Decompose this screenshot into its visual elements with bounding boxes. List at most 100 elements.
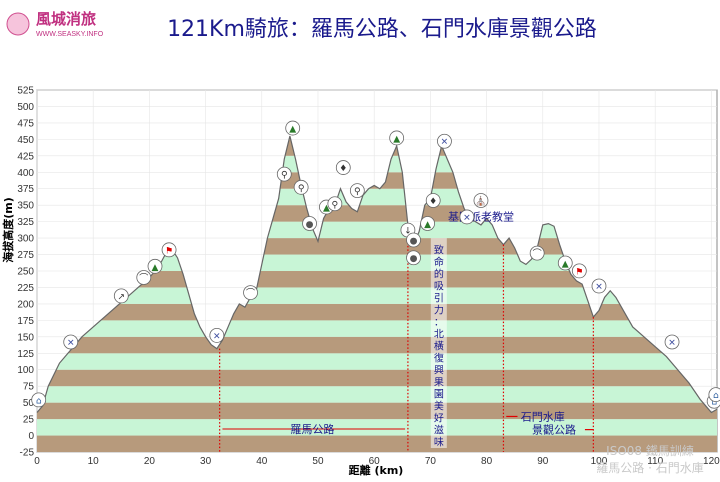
y-tick-label: 500 [17,102,34,113]
y-tick-label: 450 [17,135,34,146]
marker-circle [473,193,489,208]
marker-glyph: ⚑ [165,246,173,256]
marker-circle [293,179,309,195]
cross-icon: ✕ [63,334,79,350]
elevation-band [37,386,717,403]
bridge-icon: ⌒ [136,270,152,285]
marker-circle [335,160,351,175]
marker-circle [349,183,365,199]
marker-glyph: ⚲ [298,184,305,194]
watermark: ISO08 鐵馬訓練 羅馬公路 · 石門水庫 [596,443,703,475]
vertical-note-char: 味 [434,437,444,449]
peak-icon: ▲ [285,120,301,136]
marker-glyph: ⌂ [36,396,42,406]
walker-icon: ♦ [425,193,441,208]
marker-circle [63,334,79,350]
marker-circle [557,255,573,271]
marker-circle [327,196,343,212]
marker-circle [209,327,225,343]
marker-glyph: ⚲ [281,171,288,181]
marker-glyph: ⚑ [575,267,583,277]
marker-glyph: ✕ [441,138,449,148]
y-tick-label: -25 [20,448,35,459]
y-tick-label: 25 [23,415,35,426]
x-tick-label: 50 [312,456,324,467]
marker-glyph: ✕ [595,283,603,293]
marker-circle [136,270,152,285]
cross-icon: ✕ [664,334,680,350]
y-tick-label: 325 [17,217,34,228]
marker-glyph: ▲ [562,260,569,270]
peak-icon: ▲ [420,216,435,231]
vertical-note-char: 好 [434,413,444,425]
marker-circle [161,242,177,258]
walker-icon: ♦ [335,160,351,175]
marker-circle [437,133,452,149]
x-tick-label: 30 [200,456,212,467]
cyclist-icon: ⚲ [349,183,365,199]
vertical-note-char: 橫 [434,340,444,353]
marker-circle [708,387,720,403]
y-tick-label: 150 [17,332,34,343]
marker-glyph: ▲ [152,263,159,273]
vertical-note-char: 滋 [434,424,444,437]
elevation-band [37,303,717,321]
site-logo: 風城消旅 WWW.SEASKY.INFO [6,10,104,38]
marker-circle [113,288,129,304]
elevation-band [37,369,717,387]
marker-glyph: ▲ [393,134,400,144]
food-icon: ● [302,216,317,231]
y-tick-label: 50 [23,398,35,409]
elevation-band [37,336,717,354]
elevation-band [37,419,717,436]
church-icon: ⛪ [473,193,489,208]
marker-glyph: ⌂ [711,398,717,408]
y-tick-label: 425 [17,151,34,162]
x-axis-ticks: 0 10 20 30 40 50 60 70 80 90 100 110 120 [34,456,720,467]
x-tick-label: 80 [481,456,493,467]
section-markers [219,224,594,452]
y-tick-label: 350 [17,201,34,212]
marker-glyph: ↗ [118,292,126,302]
marker-circle [591,278,607,294]
marker-circle [243,285,258,301]
elevation-band [37,402,717,420]
elevation-band [37,353,717,370]
marker-circle [529,245,545,261]
marker-glyph: ● [410,236,418,246]
marker-glyph: ✕ [67,338,75,348]
x-tick-label: 0 [34,456,40,467]
marker-circle [571,263,587,279]
marker-glyph: ⌂ [713,391,719,401]
vertical-note-char: 果 [434,377,444,389]
vertical-note-char: 北 [434,329,444,341]
y-tick-label: 525 [17,86,34,97]
cross-icon: ✕ [437,133,452,149]
marker-circle [406,250,421,266]
y-axis-label: 海拔高度(m) [1,197,15,263]
marker-circle [425,193,441,208]
marker-circle [147,258,163,274]
y-tick-label: 475 [17,118,34,129]
y-tick-label: 375 [17,184,34,195]
marker-glyph: ⌒ [139,273,148,284]
vertical-note-char: 園 [434,389,444,401]
marker-circle [276,166,292,182]
y-tick-label: 125 [17,349,34,360]
watermark-line2: 羅馬公路 · 石門水庫 [596,460,703,475]
y-tick-label: 100 [17,365,34,376]
x-tick-label: 100 [591,456,608,467]
marker-circle [459,209,475,225]
vertical-note-char: 致 [434,244,444,257]
x-tick-label: 60 [369,456,381,467]
vertical-note-char: 復 [434,352,444,365]
marker-glyph: ▲ [289,125,296,135]
y-tick-label: 0 [28,431,34,442]
y-tick-label: 250 [17,267,34,278]
food-icon: ● [406,232,421,248]
marker-circle [664,334,680,350]
marker-glyph: ⚲ [332,200,339,210]
marker-circle [420,216,435,231]
